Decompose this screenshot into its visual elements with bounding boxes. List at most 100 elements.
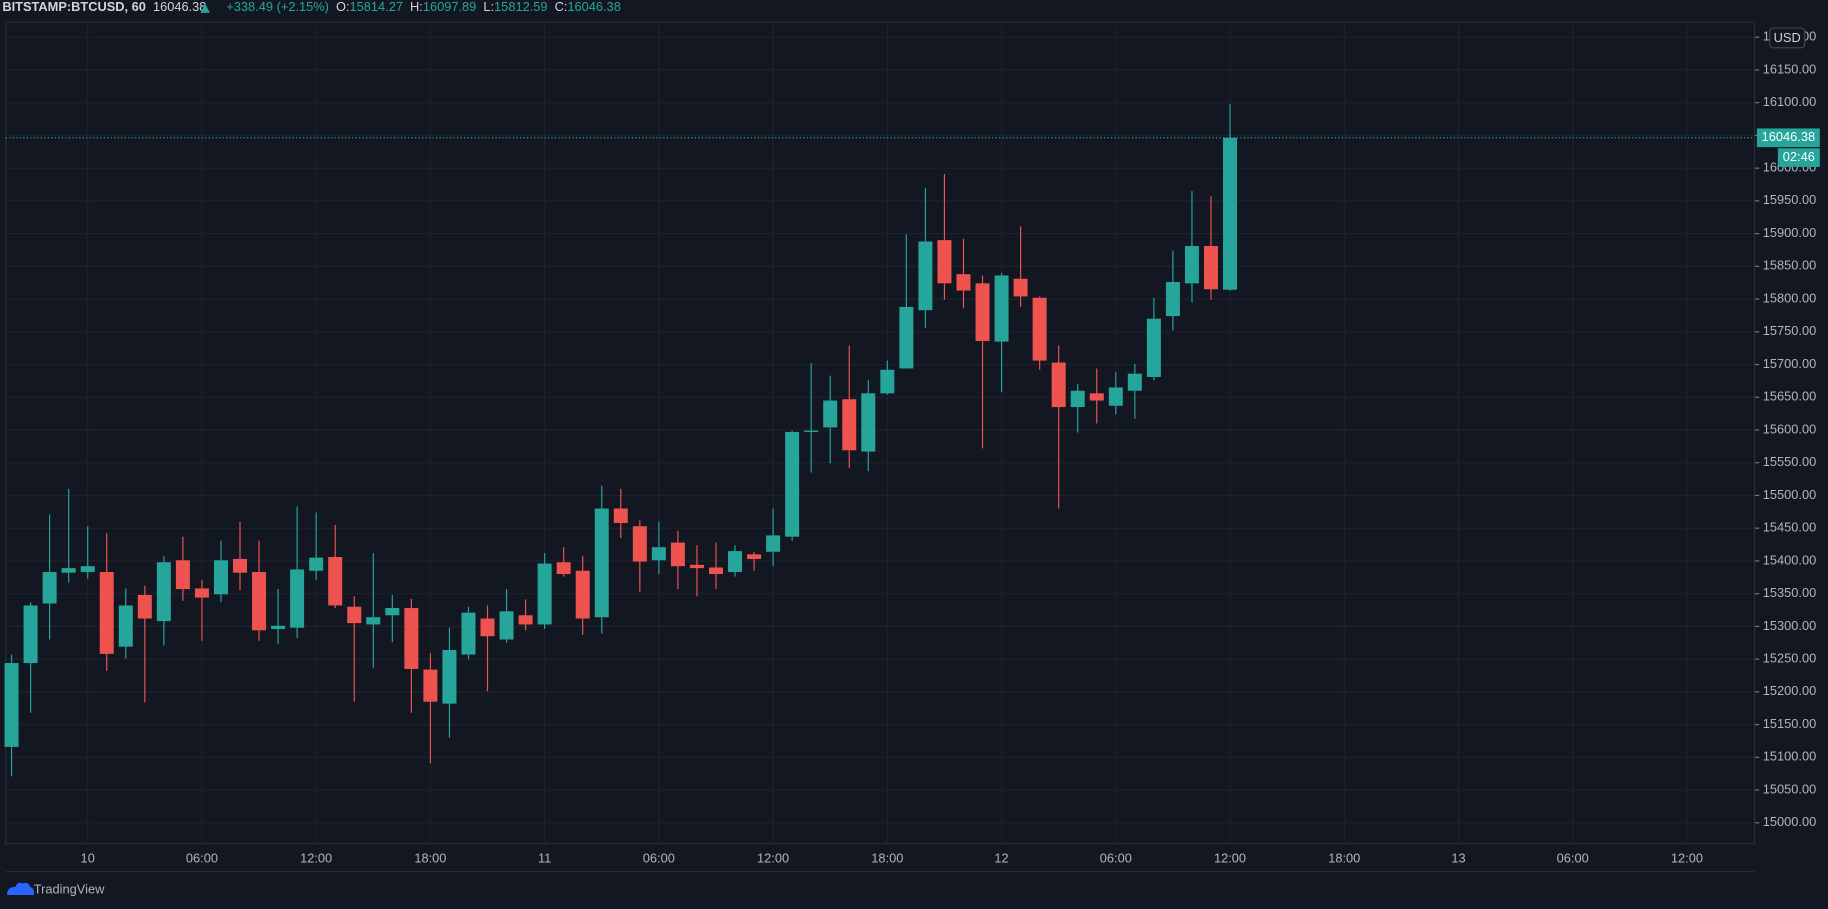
- body: [461, 612, 476, 655]
- price: 16046.38: [153, 0, 206, 15]
- y-tick-label: 15300.00: [1763, 618, 1816, 633]
- body: [632, 526, 647, 562]
- x-tick-label: 18:00: [871, 850, 903, 865]
- y-tick-label: 15500.00: [1763, 487, 1816, 502]
- body: [956, 274, 971, 291]
- body: [118, 605, 133, 647]
- change: +338.49 (+2.15%): [226, 0, 329, 15]
- body: [99, 572, 114, 654]
- body: [899, 306, 914, 369]
- body: [252, 572, 267, 631]
- symbol: BITSTAMP:BTCUSD, 60: [2, 0, 146, 15]
- x-tick-label: 12:00: [757, 850, 789, 865]
- body: [937, 240, 952, 284]
- body: [747, 554, 762, 559]
- x-tick-label: 06:00: [1100, 850, 1132, 865]
- y-tick-label: 15800.00: [1763, 290, 1816, 305]
- axis-labels: 15000.00 15050.00 15100.00 15150.00 15200.00…: [81, 27, 1820, 865]
- body: [290, 569, 305, 628]
- legend: BITSTAMP:BTCUSD, 60 16046.38 +338.49 (+2…: [2, 0, 621, 15]
- x-tick-label: 06:00: [186, 850, 218, 865]
- low: 15812.59: [494, 0, 547, 15]
- body: [442, 649, 457, 704]
- y-tick-label: 15100.00: [1763, 749, 1816, 764]
- logo: TradingView: [6, 882, 105, 897]
- body: [918, 241, 933, 311]
- y-tick-label: 15600.00: [1763, 421, 1816, 436]
- body: [328, 556, 343, 606]
- body: [1127, 373, 1142, 391]
- body: [1223, 137, 1238, 290]
- y-tick-label: 15850.00: [1763, 258, 1816, 273]
- body: [480, 618, 495, 637]
- body: [1203, 246, 1218, 290]
- countdown: 02:46: [1783, 149, 1815, 164]
- body: [1184, 246, 1199, 284]
- x-tick-label: 12:00: [1671, 850, 1703, 865]
- y-tick-label: 15950.00: [1763, 192, 1816, 207]
- body: [1108, 387, 1123, 406]
- body: [1070, 390, 1085, 408]
- body: [1089, 393, 1104, 401]
- currency: USD: [1774, 30, 1801, 45]
- body: [518, 615, 533, 625]
- body: [366, 617, 381, 625]
- body: [766, 535, 781, 552]
- y-tick-label: 15200.00: [1763, 683, 1816, 698]
- x-tick-label: 12: [994, 850, 1008, 865]
- body: [309, 557, 324, 571]
- close-label: C:: [555, 0, 568, 15]
- y-tick-label: 15150.00: [1763, 716, 1816, 731]
- body: [537, 563, 552, 625]
- open: 15814.27: [350, 0, 403, 15]
- x-tick-label: 13: [1451, 850, 1465, 865]
- body: [1032, 297, 1047, 361]
- body: [271, 625, 286, 630]
- x-tick-label: 11: [538, 850, 551, 865]
- open-label: O:: [336, 0, 350, 15]
- y-tick-label: 15750.00: [1763, 323, 1816, 338]
- body: [975, 283, 990, 341]
- close: 16046.38: [567, 0, 620, 15]
- body: [613, 508, 628, 523]
- candles: [4, 104, 1755, 777]
- last-price-badge: [1756, 128, 1820, 148]
- y-tick-label: 15900.00: [1763, 225, 1816, 240]
- x-tick-label: 06:00: [643, 850, 675, 865]
- body: [670, 542, 685, 567]
- y-tick-label: 15650.00: [1763, 389, 1816, 404]
- y-tick-label: 16150.00: [1763, 61, 1816, 76]
- y-tick-label: 15400.00: [1763, 552, 1816, 567]
- logo-icon: [6, 882, 35, 896]
- body: [175, 560, 190, 590]
- body: [423, 669, 438, 702]
- x-tick-label: 12:00: [1214, 850, 1246, 865]
- y-tick-label: 15000.00: [1763, 814, 1816, 829]
- body: [594, 508, 609, 618]
- x-tick-label: 18:00: [1328, 850, 1360, 865]
- body: [80, 566, 95, 573]
- body: [1146, 318, 1161, 377]
- body: [61, 568, 76, 573]
- low-label: L:: [483, 0, 494, 15]
- x-tick-label: 10: [81, 850, 95, 865]
- y-tick-label: 15700.00: [1763, 356, 1816, 371]
- y-tick-label: 15350.00: [1763, 585, 1816, 600]
- body: [347, 606, 362, 624]
- body: [1051, 362, 1066, 408]
- body: [556, 562, 571, 575]
- currency-badge: [1769, 27, 1806, 49]
- up-arrow: [200, 3, 210, 13]
- last-price-label: 16046.38: [1762, 129, 1815, 144]
- y-tick-label: 15250.00: [1763, 651, 1816, 666]
- body: [575, 570, 590, 619]
- x-tick-label: 12:00: [300, 850, 332, 865]
- countdown-badge: [1777, 148, 1820, 167]
- body: [385, 608, 400, 616]
- body: [651, 547, 666, 561]
- y-tick-label: 15050.00: [1763, 781, 1816, 796]
- body: [213, 560, 228, 595]
- body: [804, 430, 819, 432]
